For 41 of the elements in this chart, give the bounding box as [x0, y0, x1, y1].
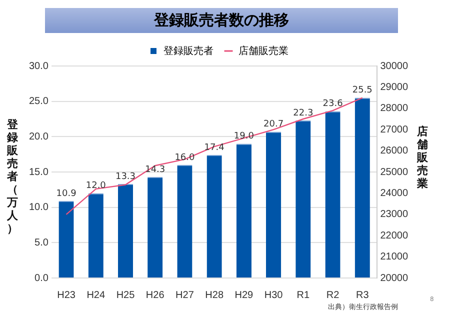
y2-tick-label: 25000: [380, 166, 408, 178]
data-label: 12.0: [86, 181, 106, 192]
y2-tick-label: 24000: [380, 188, 408, 199]
y-tick-label: 30.0: [28, 60, 49, 72]
x-tick-label: R2: [326, 290, 340, 301]
legend-label: 登録販売者: [164, 44, 214, 57]
data-label: 22.3: [293, 108, 314, 118]
x-tick-label: H25: [116, 290, 136, 301]
y2-tick-label: 28000: [380, 103, 408, 114]
legend-label: 店舗販売業: [238, 44, 288, 57]
chart-title: 登録販売者数の推移: [45, 8, 398, 33]
y2-tick-label: 30000: [380, 60, 408, 72]
x-tick-label: R1: [296, 290, 310, 301]
x-tick-label: H24: [86, 290, 106, 301]
y2-tick-label: 23000: [380, 209, 408, 220]
data-label: 13.3: [115, 172, 136, 182]
y-tick-label: 10.0: [28, 202, 49, 214]
y2-axis-title: 店舗販売業: [416, 125, 429, 190]
y2-tick-label: 22000: [380, 230, 408, 242]
y2-tick-label: 20000: [380, 272, 408, 284]
y2-tick-label: 26000: [380, 146, 408, 157]
x-tick-label: H30: [264, 290, 284, 301]
data-label: 20.7: [264, 120, 284, 130]
y2-tick-label: 21000: [380, 252, 408, 263]
y-tick-label: 5.0: [34, 237, 49, 248]
y2-tick-label: 29000: [380, 82, 408, 93]
y-tick-label: 15.0: [28, 166, 49, 178]
data-label: 10.9: [56, 188, 77, 199]
x-tick-label: H28: [205, 290, 224, 301]
y-tick-label: 0.0: [34, 272, 49, 284]
y-tick-label: 20.0: [28, 131, 49, 142]
x-tick-label: H23: [57, 290, 76, 301]
data-label: 25.5: [352, 86, 372, 96]
x-tick-label: R3: [356, 290, 370, 301]
x-tick-label: H29: [234, 290, 254, 301]
x-tick-label: H26: [146, 290, 165, 301]
text: 登録販売者（万人）: [7, 118, 18, 235]
x-tick-label: H27: [176, 290, 194, 301]
data-label: 23.6: [322, 99, 344, 110]
y-tick-label: 25.0: [28, 96, 49, 108]
y2-tick-label: 27000: [380, 124, 408, 136]
